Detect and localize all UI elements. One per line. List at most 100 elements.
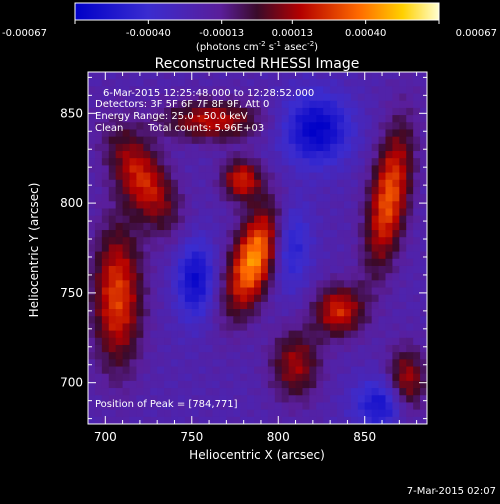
heatmap-cell — [164, 402, 172, 411]
heatmap-cell — [427, 223, 435, 231]
heatmap-cell — [406, 143, 414, 152]
heatmap-cell — [233, 151, 241, 159]
heatmap-cell — [88, 316, 96, 325]
heatmap-cell — [281, 237, 290, 245]
heatmap-cell — [184, 251, 193, 260]
heatmap-cell — [143, 402, 151, 411]
heatmap-cell — [295, 316, 304, 325]
heatmap-cell — [392, 416, 400, 424]
heatmap-cell — [378, 258, 387, 267]
colorbar-tick-labels: -0.00067 -0.00040 -0.00013 0.00013 0.00040 0.… — [2, 28, 497, 39]
heatmap-cell — [191, 179, 200, 188]
annotation-counts: Total counts: 5.96E+03 — [147, 123, 264, 134]
heatmap-cell — [254, 237, 262, 245]
heatmap-cell — [247, 222, 255, 231]
heatmap-cell — [260, 93, 269, 102]
heatmap-cell — [371, 115, 380, 123]
heatmap-cell — [233, 179, 241, 188]
heatmap-cell — [295, 208, 304, 217]
heatmap-cell — [94, 316, 103, 325]
heatmap-cell — [288, 359, 297, 368]
heatmap-cell — [219, 158, 227, 166]
heatmap-cell — [309, 287, 317, 296]
heatmap-cell — [191, 337, 200, 346]
heatmap-cell — [281, 359, 290, 368]
heatmap-cell — [143, 344, 151, 353]
heatmap-cell — [240, 186, 248, 195]
heatmap-cell — [343, 309, 352, 317]
heatmap-cell — [150, 172, 158, 181]
heatmap-cell — [364, 86, 373, 95]
colorbar-tick-label: 0.00040 — [345, 28, 386, 39]
heatmap-cell — [330, 179, 338, 188]
heatmap-cell — [122, 143, 131, 152]
heatmap-cell — [330, 100, 338, 109]
heatmap-cell — [260, 201, 269, 210]
heatmap-cell — [136, 186, 144, 195]
heatmap-cell — [129, 179, 138, 188]
heatmap-cell — [136, 402, 144, 411]
heatmap-cell — [219, 208, 227, 217]
heatmap-cell — [323, 136, 331, 145]
heatmap-cell — [122, 122, 131, 131]
heatmap-cell — [88, 151, 96, 159]
heatmap-cell — [302, 194, 310, 202]
heatmap-cell — [205, 122, 214, 131]
heatmap-cell — [392, 424, 400, 432]
heatmap-cell — [302, 373, 310, 382]
heatmap-cell — [129, 136, 138, 145]
heatmap-cell — [343, 280, 352, 289]
heatmap-cell — [274, 194, 283, 202]
heatmap-cell — [212, 395, 221, 404]
heatmap-cell — [267, 294, 276, 303]
heatmap-cell — [108, 194, 117, 202]
heatmap-cell — [101, 287, 110, 296]
heatmap-cell — [205, 151, 214, 159]
heatmap-cell — [337, 309, 345, 317]
heatmap-cell — [420, 330, 427, 339]
heatmap-cell — [343, 380, 352, 389]
heatmap-cell — [323, 416, 331, 424]
heatmap-cell — [247, 143, 255, 152]
heatmap-cell — [219, 186, 227, 195]
heatmap-cell — [205, 273, 214, 281]
heatmap-cell — [343, 107, 352, 116]
heatmap-cell — [274, 287, 283, 296]
heatmap-cell — [392, 244, 400, 253]
heatmap-cell — [378, 165, 387, 174]
heatmap-cell — [323, 323, 331, 332]
heatmap-cell — [274, 309, 283, 317]
heatmap-cell — [164, 294, 172, 303]
heatmap-cell — [385, 179, 394, 188]
heatmap-cell — [136, 215, 144, 224]
heatmap-cell — [330, 158, 338, 166]
heatmap-cell — [247, 172, 255, 181]
heatmap-cell — [115, 251, 124, 260]
heatmap-cell — [226, 215, 234, 224]
heatmap-cell — [177, 79, 186, 87]
heatmap-cell — [337, 93, 345, 102]
heatmap-cell — [157, 337, 165, 346]
heatmap-cell — [108, 316, 117, 325]
heatmap-cell — [94, 359, 103, 368]
heatmap-cell — [122, 352, 131, 360]
heatmap-cell — [184, 380, 193, 389]
heatmap-cell — [267, 337, 276, 346]
heatmap-cell — [385, 388, 394, 396]
heatmap-cell — [420, 273, 427, 281]
heatmap-cell — [122, 337, 131, 346]
heatmap-cell — [157, 294, 165, 303]
heatmap-cell — [316, 151, 324, 159]
heatmap-cell — [288, 136, 297, 145]
heatmap-cell — [378, 93, 387, 102]
heatmap-cell — [316, 79, 324, 87]
heatmap-cell — [157, 201, 165, 210]
heatmap-cell — [233, 251, 241, 260]
heatmap-cell — [191, 244, 200, 253]
heatmap-cell — [399, 366, 407, 375]
heatmap-cell — [94, 395, 103, 404]
heatmap-cell — [94, 237, 103, 245]
heatmap-cell — [330, 93, 338, 102]
heatmap-cell — [191, 323, 200, 332]
heatmap-cell — [198, 330, 207, 339]
